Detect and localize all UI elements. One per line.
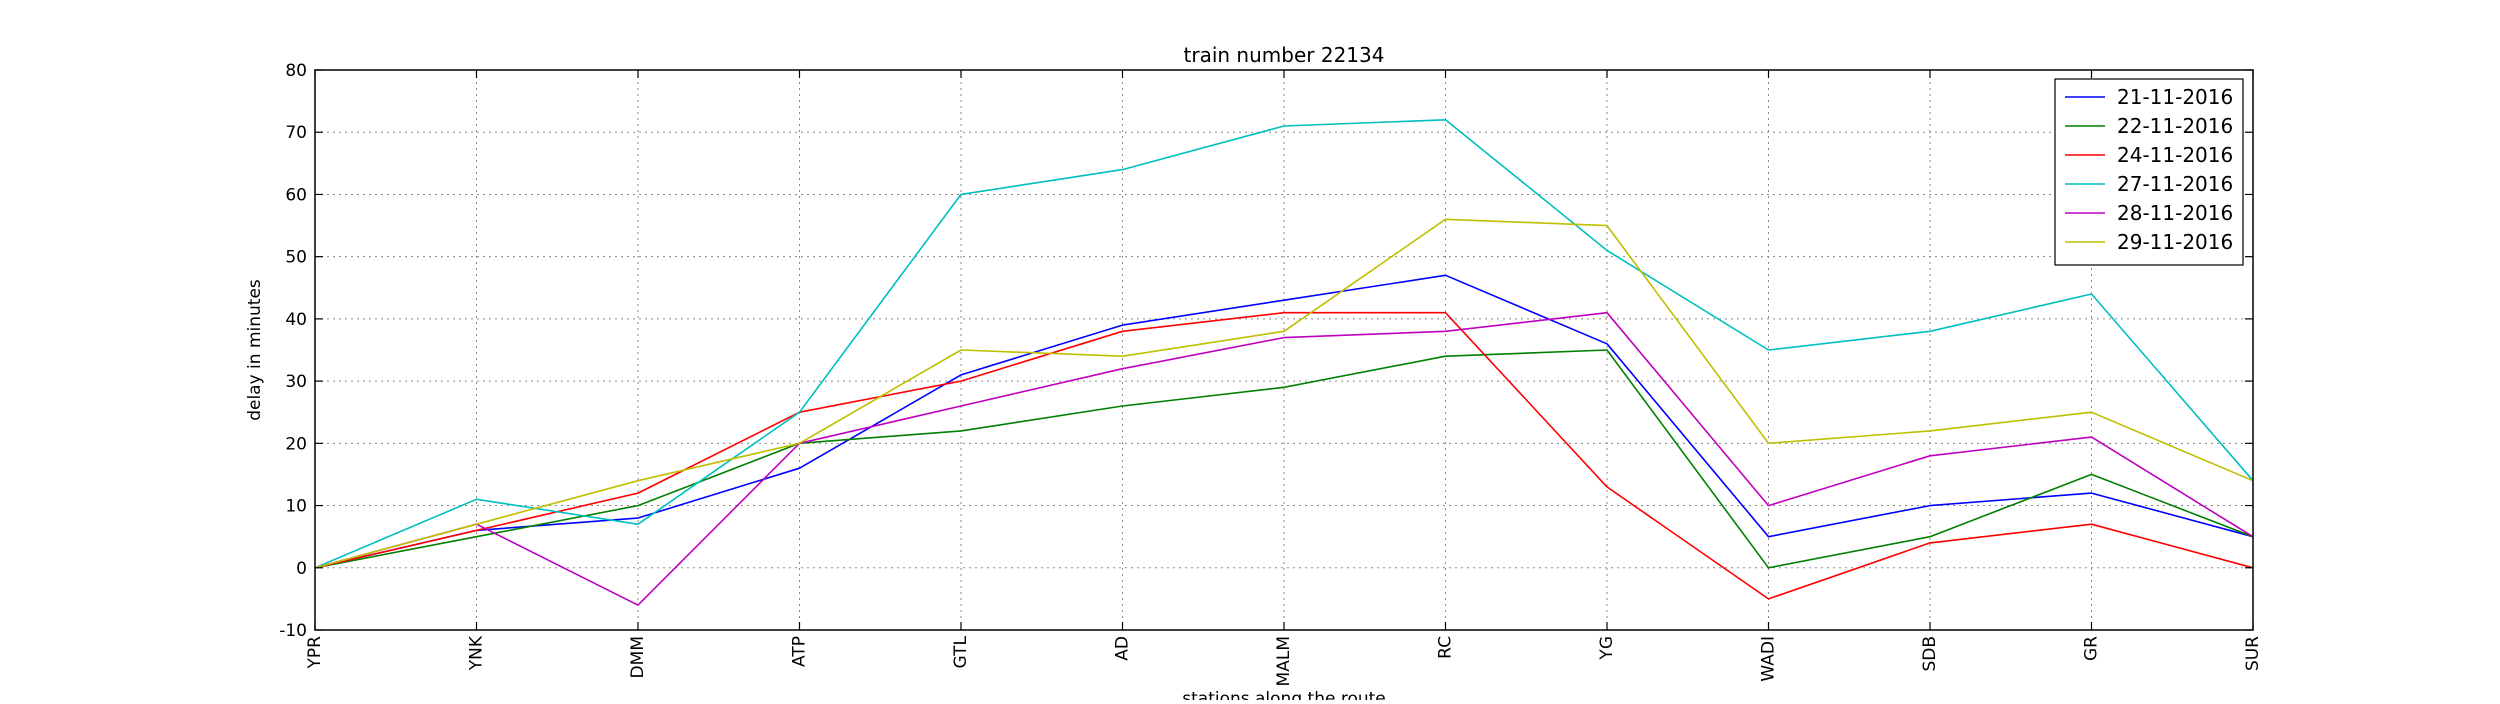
y-tick-label: -10 — [279, 621, 307, 641]
x-tick-label: GR — [2082, 636, 2102, 661]
legend-label: 28-11-2016 — [2117, 201, 2233, 225]
series-line — [314, 311, 2254, 606]
legend: 21-11-2016 22-11-2016 24-11-2016 27-11-2016… — [2054, 78, 2244, 266]
legend-label: 21-11-2016 — [2117, 85, 2233, 109]
y-tick-label: 60 — [285, 185, 307, 205]
x-tick-label: MALM — [1274, 636, 1294, 686]
y-tick-label: 80 — [285, 61, 307, 81]
series-lines — [314, 119, 2254, 606]
x-tick-label: WADI — [1759, 636, 1779, 682]
series-line — [314, 274, 2254, 569]
y-tick-label: 50 — [285, 248, 307, 268]
chart-title: train number 22134 — [1184, 43, 1385, 67]
x-tick-label: GTL — [951, 635, 971, 668]
y-tick-label: 40 — [285, 310, 307, 330]
y-tick-label: 20 — [285, 434, 307, 454]
x-tick-label: DMM — [628, 636, 648, 678]
y-tick-label: 30 — [285, 372, 307, 392]
legend-label: 29-11-2016 — [2117, 230, 2233, 254]
legend-label: 24-11-2016 — [2117, 143, 2233, 167]
y-tick-label: 10 — [285, 497, 307, 517]
x-tick-label: RC — [1436, 636, 1456, 659]
x-tick-label: AD — [1113, 636, 1133, 661]
x-tick-label: YNK — [467, 635, 487, 671]
x-tick-label: ATP — [790, 636, 810, 667]
y-axis-ticks: -10 0 10 20 30 40 50 60 70 80 — [279, 61, 2253, 641]
series-line — [314, 349, 2254, 569]
y-tick-label: 70 — [285, 123, 307, 143]
y-axis-label: delay in minutes — [245, 279, 265, 421]
legend-box — [2054, 78, 2244, 266]
x-tick-label: YG — [1597, 636, 1617, 661]
y-tick-label: 0 — [296, 559, 307, 579]
x-tick-label: SUR — [2243, 636, 2263, 671]
x-axis-ticks: YPR YNK DMM ATP GTL AD MALM RC YG WADI SDB GR SUR — [305, 70, 2263, 686]
series-line — [314, 119, 2254, 569]
x-axis-label: stations along the route — [1182, 689, 1386, 700]
legend-label: 27-11-2016 — [2117, 172, 2233, 196]
legend-label: 22-11-2016 — [2117, 114, 2233, 138]
series-line — [314, 218, 2254, 569]
x-tick-label: SDB — [1920, 636, 1940, 672]
x-tick-label: YPR — [305, 636, 325, 670]
series-line — [314, 311, 2254, 600]
